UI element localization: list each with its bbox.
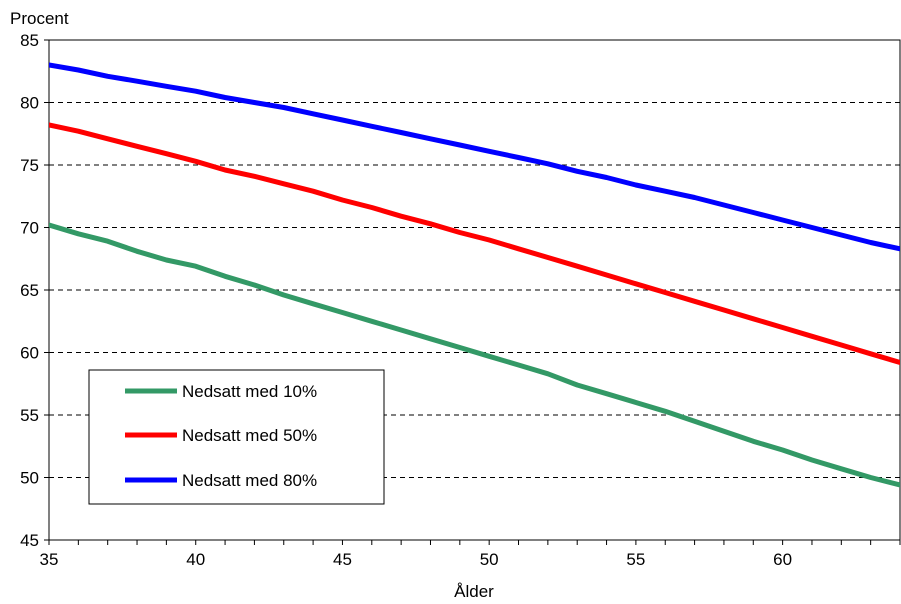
y-tick-label: 65 (20, 281, 39, 300)
y-axis-ticks: 45 50 55 60 65 70 75 80 85 (20, 31, 49, 550)
series-line-3 (49, 62, 900, 252)
x-tick-label: 35 (40, 550, 59, 569)
x-tick-label: 55 (626, 550, 645, 569)
y-tick-label: 80 (20, 94, 39, 113)
y-tick-label: 75 (20, 156, 39, 175)
y-tick-label: 50 (20, 469, 39, 488)
legend: Nedsatt med 10% Nedsatt med 50% Nedsatt … (88, 369, 385, 505)
y-axis-title: Procent (10, 9, 69, 28)
x-tick-label: 50 (480, 550, 499, 569)
x-axis-title: Ålder (454, 582, 494, 601)
y-tick-label: 55 (20, 406, 39, 425)
y-tick-label: 45 (20, 531, 39, 550)
series-line-2 (49, 122, 900, 365)
series-line-1 (49, 222, 900, 488)
x-tick-label: 60 (773, 550, 792, 569)
x-tick-label: 45 (333, 550, 352, 569)
x-axis-ticks: 35 40 45 50 55 60 (40, 540, 901, 569)
y-tick-label: 60 (20, 344, 39, 363)
legend-label-series-1: Nedsatt med 10% (182, 382, 317, 401)
y-tick-label: 70 (20, 219, 39, 238)
legend-label-series-3: Nedsatt med 80% (182, 471, 317, 490)
x-tick-label: 40 (186, 550, 205, 569)
legend-label-series-2: Nedsatt med 50% (182, 426, 317, 445)
y-tick-label: 85 (20, 31, 39, 50)
series-lines (49, 62, 900, 488)
